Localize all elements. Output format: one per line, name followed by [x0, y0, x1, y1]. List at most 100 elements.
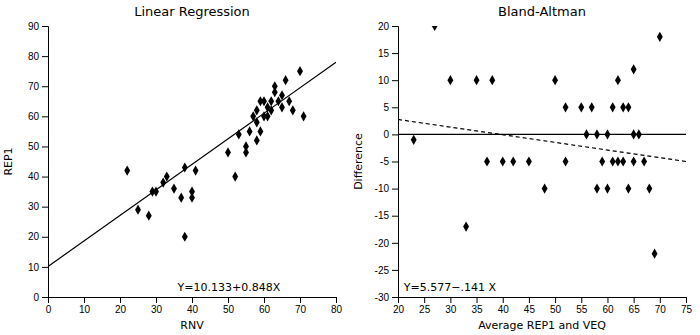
y-tick: 0 [383, 129, 398, 140]
point [432, 26, 438, 31]
point [631, 129, 637, 139]
y-tick-label: 30 [28, 201, 40, 212]
dashed-line [398, 119, 686, 161]
y-tick: 15 [378, 48, 398, 59]
point [474, 75, 480, 85]
y-tick: -30 [375, 292, 398, 303]
point [615, 156, 621, 166]
y-tick-label: 20 [28, 231, 40, 242]
y-tick: 50 [28, 141, 48, 152]
point [268, 96, 274, 106]
x-tick-mark [264, 297, 265, 303]
x-tick-label: 35 [471, 304, 483, 315]
point [171, 184, 177, 194]
x-tick: 20 [393, 297, 405, 315]
x-tick-mark [84, 297, 85, 303]
y-tick: -20 [375, 238, 398, 249]
y-tick: 20 [28, 231, 48, 242]
y-tick-label: -30 [375, 292, 390, 303]
point [542, 184, 548, 194]
y-axis-title: REP1 [2, 147, 15, 175]
x-axis: 01020304050607080 [46, 297, 343, 315]
y-tick-mark [392, 80, 398, 81]
x-tick: 70 [295, 297, 307, 315]
point [620, 156, 626, 166]
x-tick-mark [450, 297, 451, 303]
y-tick: 0 [33, 292, 48, 303]
point [463, 221, 469, 231]
equation: Y=5.577−.141 X [403, 281, 497, 294]
x-tick-label: 70 [295, 304, 307, 315]
y-tick-mark [42, 297, 48, 298]
x-tick-label: 65 [629, 304, 641, 315]
x-tick: 80 [331, 297, 343, 315]
x-tick-label: 10 [79, 304, 91, 315]
y-tick: 40 [28, 171, 48, 182]
y-tick-label: 0 [383, 129, 389, 140]
point [265, 111, 271, 121]
x-tick-mark [503, 297, 504, 303]
y-tick-label: -25 [375, 265, 390, 276]
point [279, 90, 285, 100]
point [124, 165, 130, 175]
point [164, 171, 170, 181]
point [652, 249, 658, 259]
y-tick: -10 [375, 183, 398, 194]
x-tick-label: 80 [331, 304, 343, 315]
y-tick-label: -5 [380, 156, 389, 167]
point [484, 156, 490, 166]
point [254, 105, 260, 115]
x-tick-mark [228, 297, 229, 303]
y-tick-label: 10 [378, 75, 390, 86]
point [290, 105, 296, 115]
y-tick-label: 20 [378, 21, 390, 32]
y-tick-mark [42, 56, 48, 57]
y-tick-mark [392, 297, 398, 298]
y-tick-mark [42, 177, 48, 178]
x-tick: 75 [681, 297, 693, 315]
y-tick: 10 [28, 262, 48, 273]
y-tick-mark [42, 237, 48, 238]
x-tick-label: 55 [576, 304, 588, 315]
x-tick-mark [660, 297, 661, 303]
x-tick: 0 [46, 297, 52, 315]
x-tick: 45 [524, 297, 536, 315]
point [578, 102, 584, 112]
x-tick: 70 [655, 297, 667, 315]
x-tick-label: 30 [151, 304, 163, 315]
point [625, 184, 631, 194]
y-axis: -30-25-20-15-10-505101520 [375, 21, 399, 303]
y-tick-label: 5 [383, 102, 389, 113]
x-tick: 50 [550, 297, 562, 315]
point [605, 129, 611, 139]
y-tick: 60 [28, 111, 48, 122]
equation: Y=10.133+0.848X [177, 281, 281, 294]
y-axis-line [42, 27, 49, 298]
y-tick-label: -10 [375, 183, 390, 194]
y-tick-label: 70 [28, 81, 40, 92]
chart-title: Bland-Altman [498, 4, 586, 19]
point [589, 102, 595, 112]
x-tick-mark [607, 297, 608, 303]
x-tick-label: 50 [550, 304, 562, 315]
point [610, 156, 616, 166]
point [153, 187, 159, 197]
y-tick-label: 50 [28, 141, 40, 152]
x-tick: 20 [115, 297, 127, 315]
point [636, 129, 642, 139]
point [236, 129, 242, 139]
y-tick-label: 80 [28, 51, 40, 62]
y-tick-mark [392, 107, 398, 108]
x-tick: 25 [419, 297, 431, 315]
x-tick-label: 50 [223, 304, 235, 315]
y-tick-label: 60 [28, 111, 40, 122]
point [594, 129, 600, 139]
point [193, 165, 199, 175]
point [243, 147, 249, 157]
x-tick: 30 [445, 297, 457, 315]
x-tick: 35 [471, 297, 483, 315]
x-tick-label: 70 [655, 304, 667, 315]
x-axis-line [399, 298, 687, 304]
point [182, 162, 188, 172]
y-tick-mark [392, 134, 398, 135]
